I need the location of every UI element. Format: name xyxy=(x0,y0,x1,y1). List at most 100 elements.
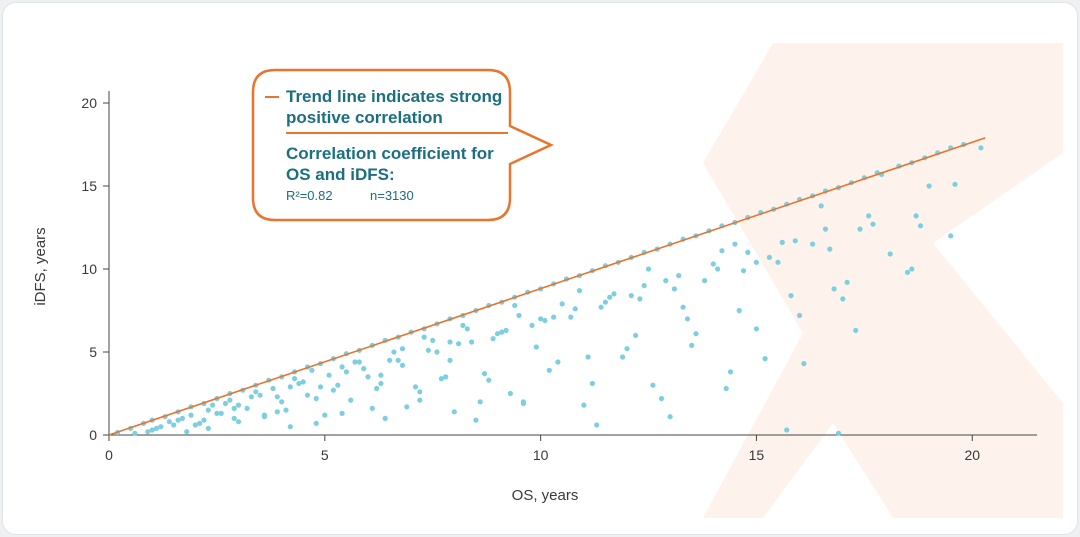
data-point xyxy=(365,374,371,380)
data-point xyxy=(326,372,332,378)
data-point xyxy=(348,397,354,403)
data-point xyxy=(464,326,470,332)
data-point xyxy=(797,312,803,319)
data-point xyxy=(831,286,837,292)
data-point xyxy=(857,226,863,232)
data-point xyxy=(456,341,462,347)
data-point xyxy=(827,246,833,252)
data-point xyxy=(179,415,185,421)
data-point xyxy=(490,336,496,342)
data-point xyxy=(766,254,773,260)
data-point xyxy=(330,387,336,393)
callout-border xyxy=(251,68,554,222)
data-point xyxy=(287,384,293,390)
data-point xyxy=(231,415,237,421)
data-point xyxy=(538,316,544,322)
data-point xyxy=(637,296,643,302)
data-point xyxy=(469,339,475,345)
axes xyxy=(103,91,1037,441)
data-point xyxy=(192,422,198,428)
bg-x-shape xyxy=(703,43,1063,518)
data-point xyxy=(304,392,311,398)
data-point xyxy=(667,414,673,420)
data-point xyxy=(913,213,919,219)
data-point xyxy=(676,273,682,279)
data-point xyxy=(602,299,609,305)
data-point xyxy=(153,425,160,431)
data-point xyxy=(693,331,699,337)
x-tick-label: 0 xyxy=(105,447,113,463)
data-point xyxy=(486,377,492,383)
data-point xyxy=(581,402,587,408)
data-point xyxy=(607,294,613,300)
data-point xyxy=(369,405,375,411)
data-point xyxy=(572,306,578,312)
data-point xyxy=(546,367,552,373)
data-point xyxy=(641,283,647,289)
data-point xyxy=(520,400,527,407)
data-point xyxy=(317,384,324,390)
data-point xyxy=(387,357,393,363)
data-point xyxy=(313,420,319,426)
data-point xyxy=(909,266,915,272)
data-point xyxy=(343,369,349,375)
data-point xyxy=(391,349,397,355)
data-point xyxy=(844,279,850,285)
data-point xyxy=(477,399,483,405)
data-point xyxy=(887,251,893,257)
data-point xyxy=(788,293,794,299)
data-point xyxy=(171,422,177,428)
data-point xyxy=(145,429,151,435)
data-point xyxy=(231,405,237,411)
data-point xyxy=(210,402,216,408)
data-point xyxy=(611,291,617,297)
data-point xyxy=(784,427,790,433)
data-point xyxy=(261,412,267,418)
data-point xyxy=(568,314,574,320)
data-point xyxy=(313,395,319,402)
data-point xyxy=(624,346,630,352)
data-point xyxy=(866,213,872,219)
data-point xyxy=(322,412,328,418)
data-point xyxy=(736,307,742,314)
data-point xyxy=(978,145,984,151)
data-point xyxy=(434,349,440,355)
data-point xyxy=(650,382,656,388)
data-point xyxy=(447,357,453,363)
data-point xyxy=(287,424,293,430)
data-point xyxy=(248,394,254,400)
data-point xyxy=(576,288,583,294)
data-point xyxy=(253,389,259,395)
data-point xyxy=(244,405,250,411)
data-point xyxy=(300,379,306,385)
data-point xyxy=(822,226,829,232)
data-point xyxy=(715,266,721,272)
data-point xyxy=(512,302,518,309)
x-tick-label: 20 xyxy=(964,447,980,463)
data-point xyxy=(417,397,423,403)
data-point xyxy=(633,332,639,338)
data-point xyxy=(620,354,626,360)
callout-bubble xyxy=(251,68,554,222)
data-point xyxy=(594,422,600,428)
data-point xyxy=(555,359,561,365)
data-point xyxy=(235,419,242,425)
data-point xyxy=(551,314,557,320)
data-point xyxy=(205,425,211,431)
data-point xyxy=(222,400,229,407)
data-point xyxy=(257,392,263,398)
data-point xyxy=(382,415,388,421)
data-point xyxy=(438,376,444,382)
data-point xyxy=(516,312,522,319)
scatter-chart: 0 5 10 15 20 0 5 10 15 20 OS, years iDFS, years xyxy=(32,43,1063,518)
data-point xyxy=(585,354,591,360)
data-point xyxy=(926,183,932,189)
data-point xyxy=(853,327,859,333)
data-point xyxy=(335,382,341,388)
data-point xyxy=(412,384,419,390)
y-tick-label: 5 xyxy=(89,344,97,360)
data-point xyxy=(719,248,725,254)
data-point xyxy=(559,301,565,307)
data-point xyxy=(689,342,695,348)
data-point xyxy=(292,376,298,382)
